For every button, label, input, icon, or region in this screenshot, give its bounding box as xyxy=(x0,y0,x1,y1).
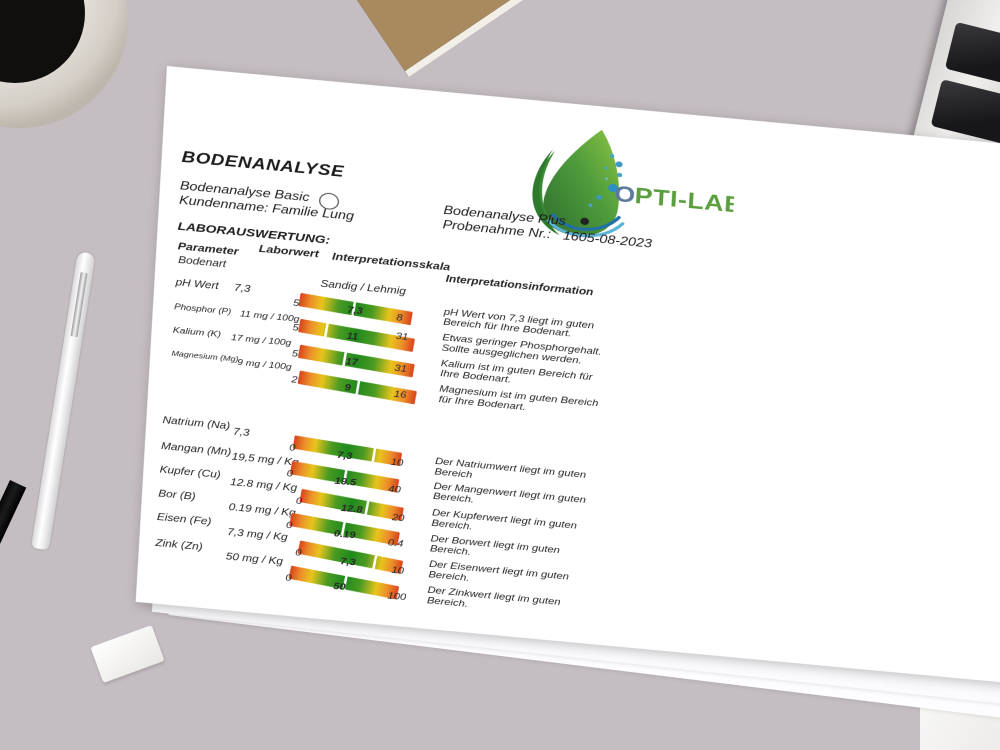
svg-text:O: O xyxy=(614,182,636,208)
svg-text:PTI-LAB: PTI-LAB xyxy=(634,184,738,218)
